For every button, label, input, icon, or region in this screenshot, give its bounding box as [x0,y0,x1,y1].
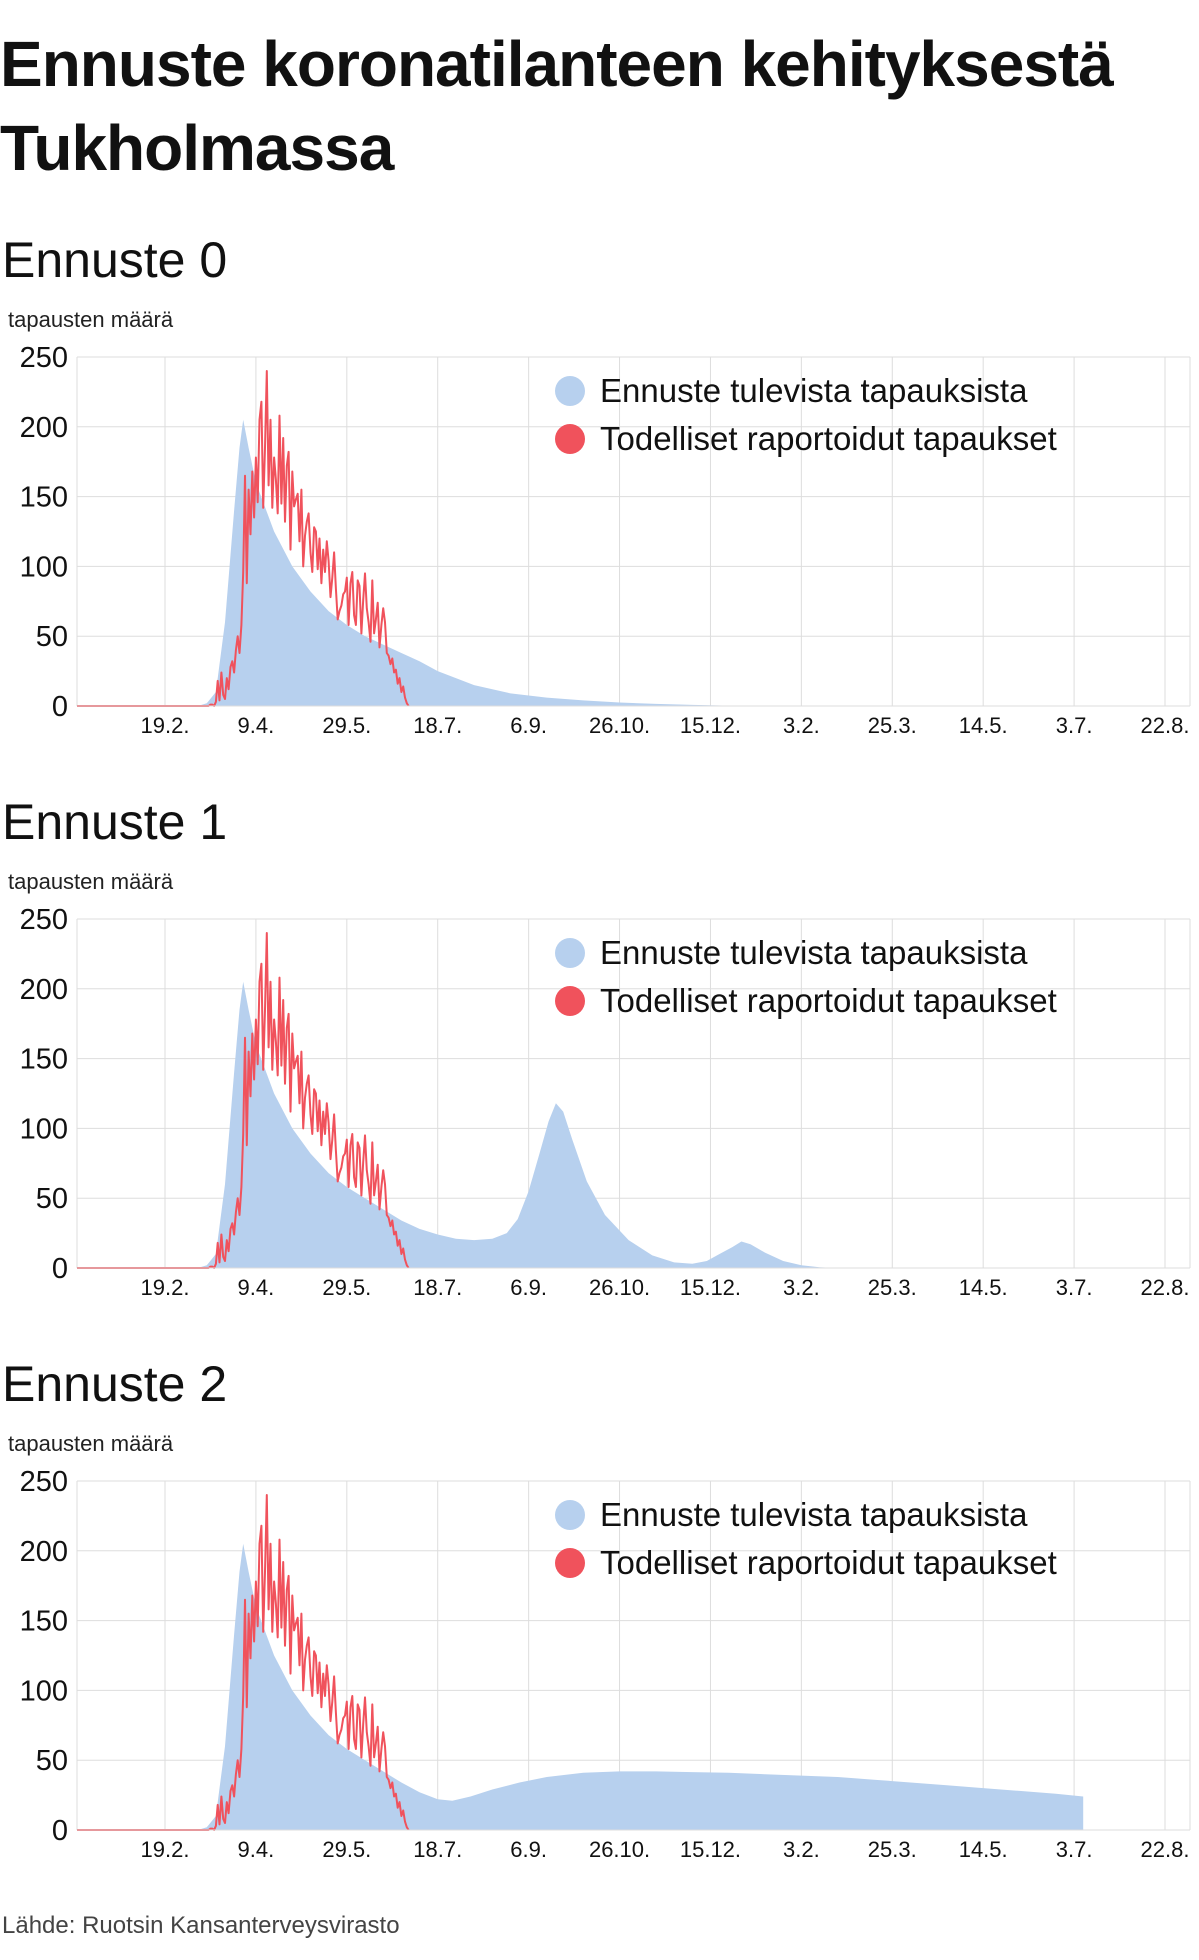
legend-forecast-marker [555,376,585,406]
legend-actual-marker [555,1548,585,1578]
y-tick-label: 50 [36,621,68,653]
legend-forecast-marker [555,938,585,968]
x-tick-label: 22.8. [1141,1837,1190,1862]
x-tick-label: 18.7. [413,1837,462,1862]
y-tick-label: 200 [20,412,68,444]
y-axis-label: tapausten määrä [8,1431,174,1456]
y-tick-label: 0 [52,1253,68,1285]
legend-forecast-marker [555,1500,585,1530]
forecast-area [77,419,765,706]
chart-title: Ennuste 0 [2,232,228,288]
legend-label: Ennuste tulevista tapauksista [600,934,1028,971]
y-tick-label: 250 [20,1466,68,1498]
x-tick-label: 25.3. [868,1275,917,1300]
x-tick-label: 22.8. [1141,1275,1190,1300]
chart-title: Ennuste 2 [2,1356,228,1412]
x-tick-label: 15.12. [680,1275,741,1300]
x-tick-label: 9.4. [238,713,275,738]
y-tick-label: 150 [20,482,68,514]
y-axis-label: tapausten määrä [8,869,174,894]
x-tick-label: 26.10. [589,713,650,738]
actual-cases-line [77,370,410,707]
y-tick-label: 100 [20,551,68,583]
legend-label: Todelliset raportoidut tapaukset [600,982,1057,1019]
x-tick-label: 25.3. [868,713,917,738]
y-tick-label: 150 [20,1606,68,1638]
y-tick-label: 0 [52,691,68,723]
x-tick-label: 29.5. [322,1275,371,1300]
x-tick-label: 3.7. [1056,1837,1093,1862]
x-tick-label: 9.4. [238,1275,275,1300]
legend-actual-marker [555,986,585,1016]
x-tick-label: 15.12. [680,713,741,738]
x-tick-label: 26.10. [589,1275,650,1300]
x-tick-label: 3.7. [1056,1275,1093,1300]
x-tick-label: 19.2. [141,1837,190,1862]
legend-label: Ennuste tulevista tapauksista [600,372,1028,409]
legend-label: Todelliset raportoidut tapaukset [600,420,1057,457]
x-tick-label: 29.5. [322,713,371,738]
y-tick-label: 100 [20,1113,68,1145]
forecast-area [77,1543,1084,1830]
y-tick-label: 150 [20,1044,68,1076]
x-tick-label: 6.9. [510,1837,547,1862]
y-tick-label: 250 [20,904,68,936]
x-tick-label: 6.9. [510,1275,547,1300]
x-tick-label: 25.3. [868,1837,917,1862]
actual-cases-line [77,932,410,1269]
actual-cases-line [77,1494,410,1831]
x-tick-label: 3.2. [783,1837,820,1862]
y-axis-label: tapausten määrä [8,307,174,332]
x-tick-label: 19.2. [141,713,190,738]
x-tick-label: 15.12. [680,1837,741,1862]
legend-label: Ennuste tulevista tapauksista [600,1496,1028,1533]
x-tick-label: 18.7. [413,1275,462,1300]
y-tick-label: 100 [20,1675,68,1707]
x-tick-label: 22.8. [1141,713,1190,738]
forecast-area [77,981,838,1268]
x-tick-label: 14.5. [959,1837,1008,1862]
y-tick-label: 50 [36,1183,68,1215]
x-tick-label: 3.7. [1056,713,1093,738]
chart-ennuste-1: Ennuste 1 0 50 100 150 200 250 19.2. 9.4. 29.5. 1… [0,794,1199,1372]
source-note: Lähde: Ruotsin Kansanterveysvirasto [2,1912,400,1939]
x-tick-label: 26.10. [589,1837,650,1862]
legend-actual-marker [555,424,585,454]
x-tick-label: 6.9. [510,713,547,738]
y-tick-label: 50 [36,1745,68,1777]
x-tick-label: 14.5. [959,713,1008,738]
y-tick-label: 200 [20,974,68,1006]
x-tick-label: 19.2. [141,1275,190,1300]
x-tick-label: 18.7. [413,713,462,738]
chart-ennuste-2: Ennuste 2 0 50 100 150 200 250 19.2. 9.4. 29.5. 1… [0,1356,1199,1934]
y-tick-label: 250 [20,342,68,374]
x-tick-label: 3.2. [783,1275,820,1300]
x-tick-label: 9.4. [238,1837,275,1862]
chart-plot: 0 50 100 150 200 250 19.2. 9.4. 29.5. 18.7. 6.9. 26… [8,869,1191,1300]
x-tick-label: 14.5. [959,1275,1008,1300]
chart-plot: 0 50 100 150 200 250 19.2. 9.4. 29.5. 18.7. 6.9. 26… [8,1431,1191,1862]
chart-ennuste-0: Ennuste 0 0 50 100 150 200 250 19.2. 9.4. 29.5. 1… [0,232,1199,810]
x-tick-label: 3.2. [783,713,820,738]
y-tick-label: 0 [52,1815,68,1847]
y-tick-label: 200 [20,1536,68,1568]
page-title: Ennuste koronatilanteen kehityksestä Tuk… [0,28,1114,184]
x-tick-label: 29.5. [322,1837,371,1862]
chart-plot: 0 50 100 150 200 250 19.2. 9.4. 29.5. 18.7. 6.9. 26… [8,307,1191,738]
chart-title: Ennuste 1 [2,794,228,850]
legend-label: Todelliset raportoidut tapaukset [600,1544,1057,1581]
